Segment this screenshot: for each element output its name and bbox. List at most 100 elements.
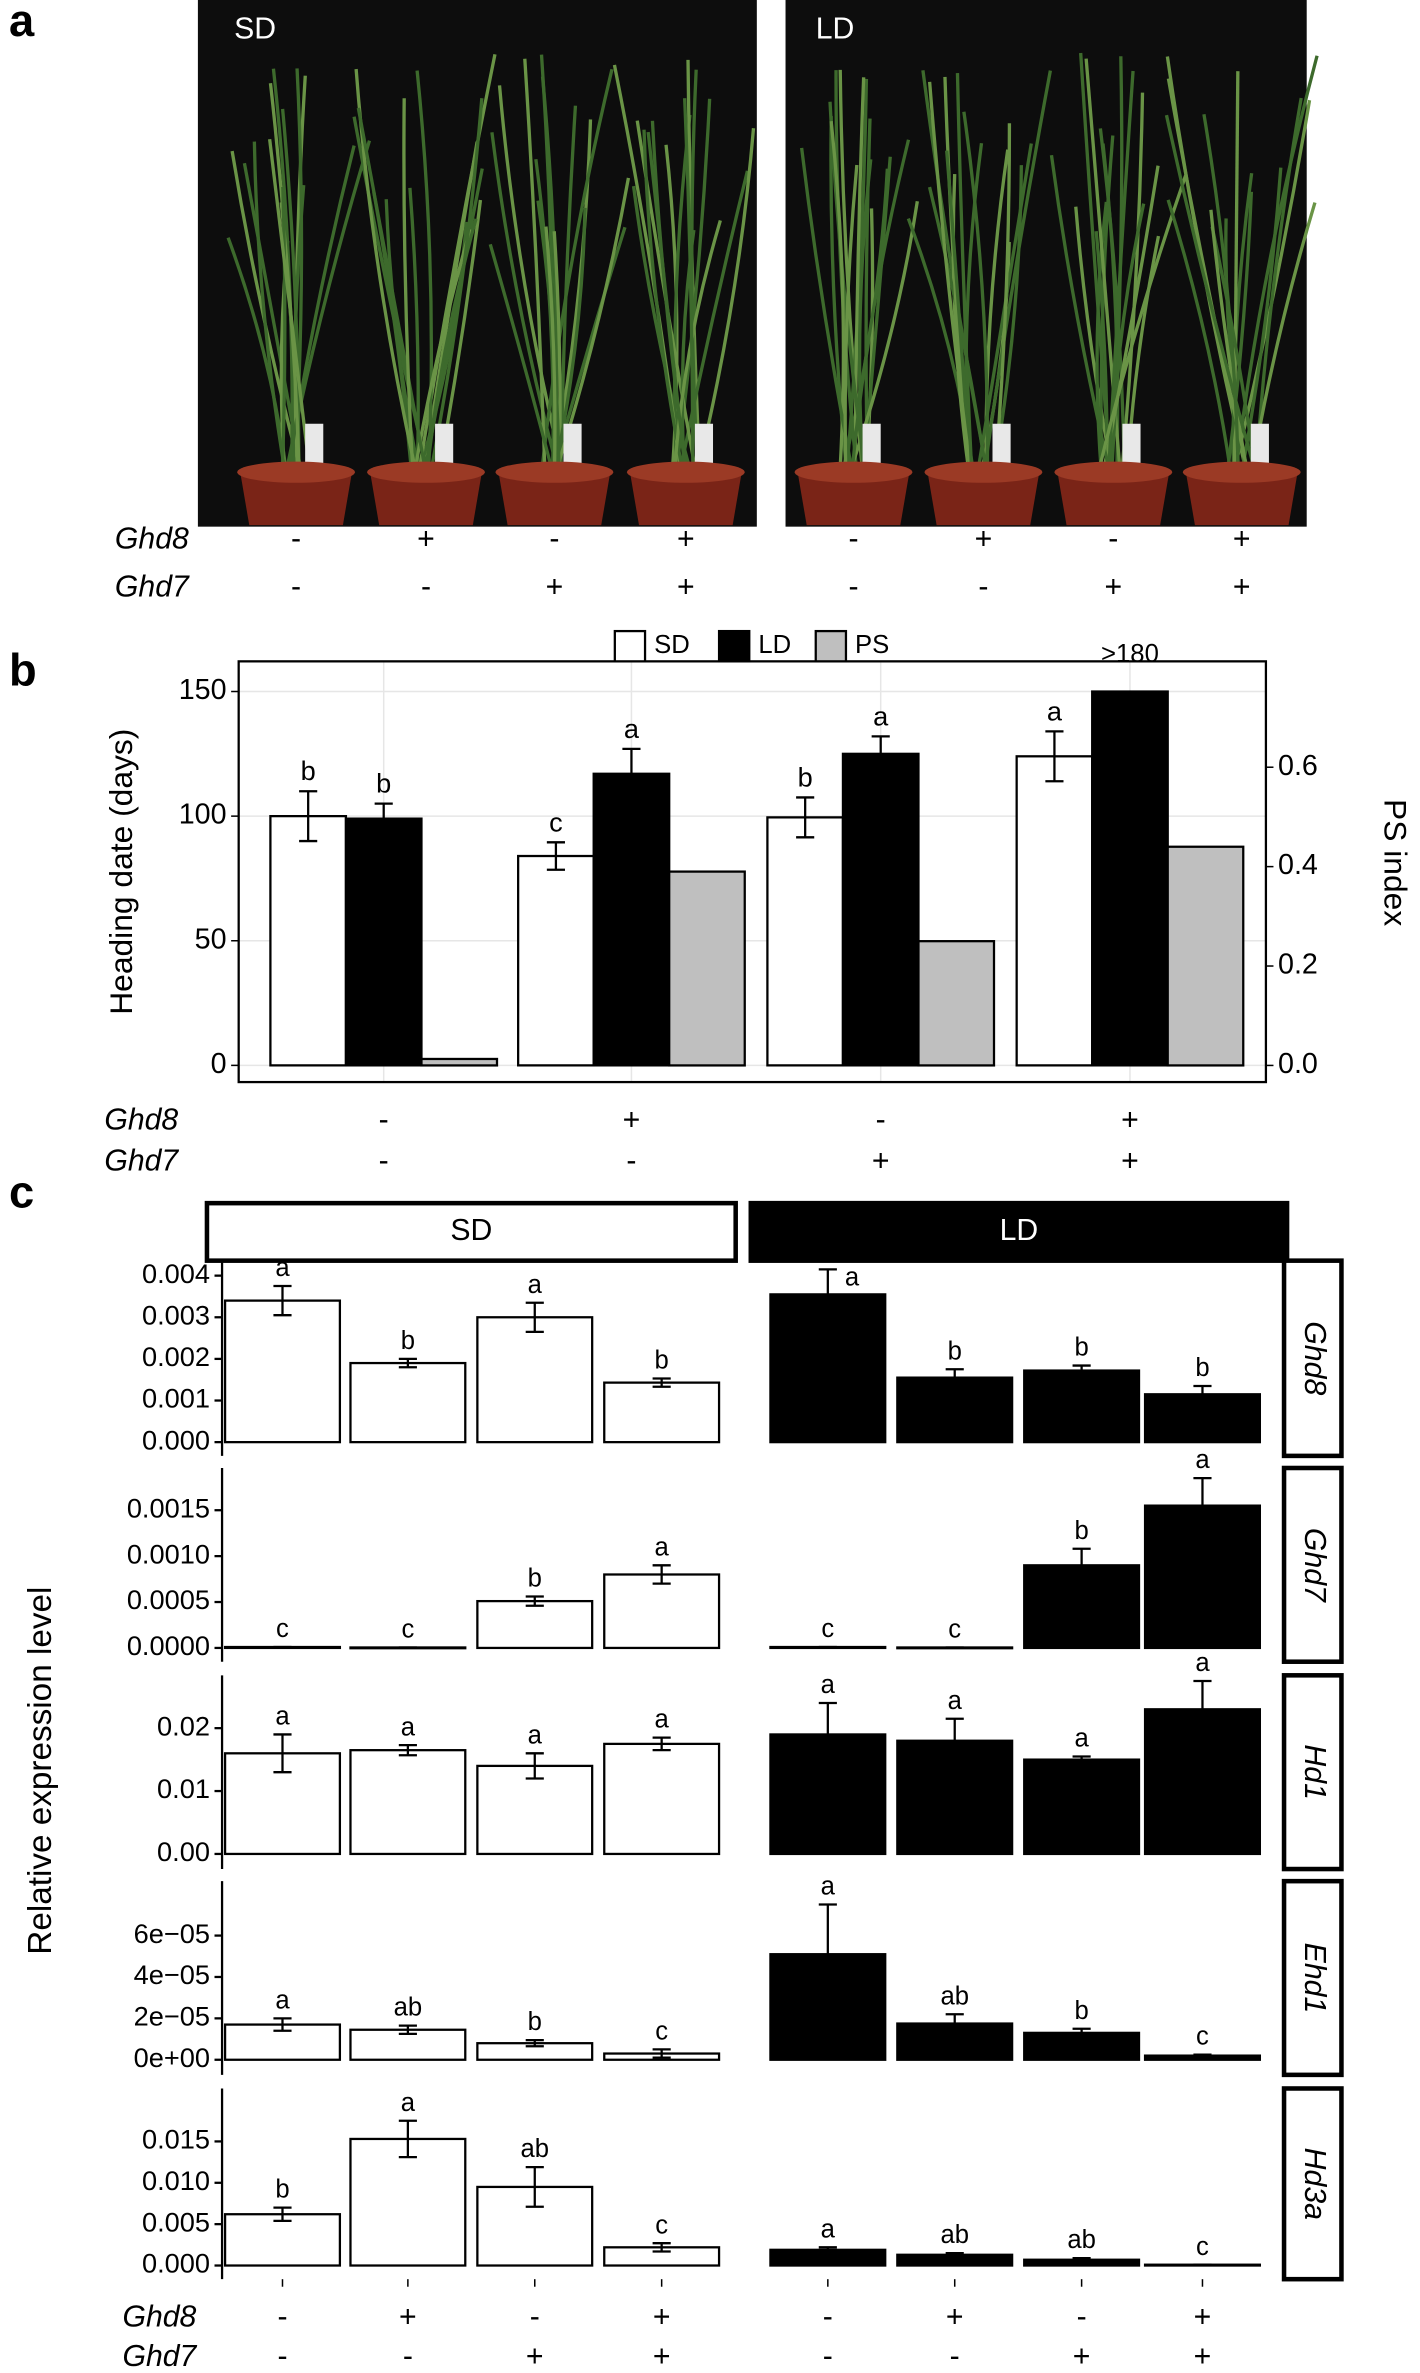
error-bar — [398, 1357, 417, 1369]
pot-rim — [626, 461, 745, 483]
y-tick-label: 150 — [179, 674, 227, 706]
leaf — [982, 70, 1052, 473]
error-bar — [525, 2038, 544, 2048]
genotype-sign: - — [291, 522, 301, 555]
pot — [1057, 472, 1170, 526]
significance-letter: c — [401, 1616, 414, 1644]
significance-letter: a — [1195, 1649, 1210, 1677]
bar — [517, 854, 595, 1067]
significance-letter: a — [845, 1263, 860, 1291]
bar — [896, 1376, 1014, 1444]
significance-letter: c — [1196, 2023, 1209, 2051]
y-tick-label: 50 — [195, 923, 227, 955]
y-tick-label: 4e−05 — [134, 1959, 210, 1990]
significance-letter: a — [873, 700, 889, 731]
error-bar — [1193, 1476, 1212, 1535]
leaf — [1109, 203, 1146, 473]
leaf — [1120, 92, 1145, 473]
legend-label: PS — [855, 631, 889, 659]
error-bar — [525, 1595, 544, 1607]
pot — [240, 472, 352, 526]
error-bar — [273, 2206, 292, 2222]
error-bar — [398, 2024, 417, 2036]
error-bar — [652, 1377, 671, 1388]
y-tick-label: 0.0005 — [127, 1584, 210, 1615]
genotype-name: Ghd7 — [122, 2340, 197, 2373]
pot — [797, 472, 910, 526]
pot-rim — [367, 461, 485, 483]
significance-letter: c — [655, 2211, 668, 2239]
panel-label: c — [9, 1167, 34, 1218]
y-tick-label: 0.004 — [142, 1258, 210, 1289]
bar — [349, 1749, 467, 1856]
significance-letter: c — [821, 1615, 834, 1643]
error-bar — [1072, 1547, 1091, 1583]
leaf — [1166, 199, 1233, 473]
error-bar — [546, 841, 565, 871]
leaf — [544, 226, 557, 473]
y-tick-label: 0.000 — [142, 1424, 210, 1455]
leaf — [850, 139, 911, 473]
bar — [1023, 1758, 1141, 1856]
significance-letter: a — [401, 2089, 416, 2117]
genotype-sign: - — [530, 2300, 540, 2333]
significance-letter: ab — [940, 2221, 969, 2249]
leaf — [1209, 209, 1249, 473]
bar — [476, 1764, 594, 1856]
genotype-name: Ghd7 — [104, 1144, 179, 1177]
y2-tick-label: 0.4 — [1278, 849, 1318, 881]
significance-letter: a — [821, 1671, 836, 1699]
legend-label: LD — [758, 631, 791, 659]
annotation: >180 — [1101, 640, 1159, 668]
column-strip — [204, 1200, 738, 1263]
row-strip-label: Hd1 — [1298, 1744, 1331, 1800]
significance-letter: a — [624, 713, 640, 744]
genotype-sign: + — [526, 2340, 544, 2373]
y-tick-label: 0 — [211, 1048, 227, 1080]
row-strip — [1281, 1465, 1344, 1664]
legend-key — [814, 629, 848, 663]
row-strip — [1281, 1673, 1344, 1872]
row-strip-label: Hd3a — [1298, 2148, 1331, 2220]
y-tick-label: 0e+00 — [134, 2042, 210, 2073]
significance-letter: a — [1047, 695, 1063, 726]
y-tick-label: 0.02 — [157, 1710, 210, 1741]
genotype-sign: - — [823, 2340, 833, 2373]
genotype-sign: + — [1233, 571, 1251, 604]
leaf — [286, 145, 356, 473]
error-bar — [945, 1717, 964, 1764]
y2-tick-label: 0.6 — [1278, 750, 1318, 782]
leaf — [927, 81, 973, 473]
bar — [603, 1573, 721, 1650]
bar — [223, 1299, 342, 1444]
error-bar — [1072, 2027, 1091, 2039]
bar — [269, 814, 348, 1067]
error-bar — [1045, 730, 1064, 783]
pot — [370, 472, 482, 526]
error-bar — [622, 747, 641, 800]
leaf — [402, 98, 415, 473]
error-bar — [1193, 1679, 1212, 1739]
genotype-sign: + — [653, 2300, 671, 2333]
significance-letter: b — [1074, 1334, 1088, 1362]
genotype-sign: + — [677, 571, 695, 604]
genotype-sign: - — [1077, 2300, 1087, 2333]
genotype-sign: - — [978, 571, 988, 604]
significance-letter: a — [655, 1706, 670, 1734]
genotype-name: Ghd8 — [104, 1103, 178, 1136]
genotype-sign: + — [872, 1144, 890, 1177]
genotype-name: Ghd7 — [115, 571, 190, 604]
column-strip-label: SD — [450, 1214, 492, 1247]
leaf — [267, 138, 312, 473]
genotype-sign: + — [653, 2340, 671, 2373]
genotype-name: Ghd8 — [115, 522, 189, 555]
leaf — [415, 70, 434, 473]
row-strip-label: Ghd7 — [1298, 1528, 1331, 1603]
leaf — [539, 68, 614, 473]
leaf — [280, 186, 287, 473]
genotype-sign: - — [379, 1144, 389, 1177]
genotype-sign: - — [291, 571, 301, 604]
leaf — [252, 141, 287, 473]
significance-letter: b — [301, 755, 316, 786]
